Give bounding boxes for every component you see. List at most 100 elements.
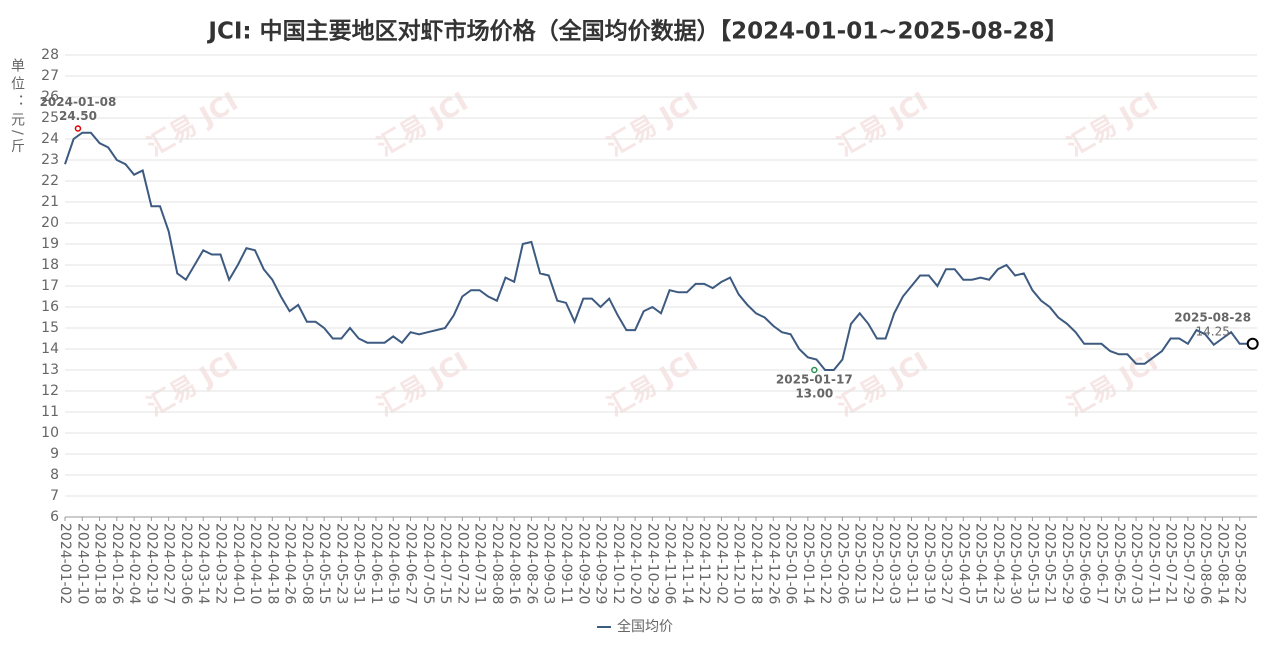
y-tick-label: 17 — [41, 278, 59, 294]
x-tick-label: 2024-08-26 — [523, 523, 539, 604]
line-series — [64, 131, 1257, 371]
y-tick-label: 7 — [50, 488, 59, 504]
legend-label: 全国均价 — [617, 618, 673, 635]
x-tick-label: 2025-08-22 — [1232, 523, 1248, 604]
x-tick-label: 2024-03-14 — [195, 523, 211, 604]
annotation-date: 2024-01-08 — [40, 95, 117, 109]
y-tick-label: 10 — [41, 425, 59, 441]
x-tick-label: 2025-05-29 — [1059, 523, 1075, 604]
watermark: 汇易 JCI — [602, 347, 703, 423]
x-tick-label: 2024-12-26 — [765, 523, 781, 604]
y-axis-label: 单位：元/斤 — [9, 58, 25, 157]
x-tick-label: 2024-09-11 — [558, 523, 574, 604]
y-tick-label: 11 — [41, 404, 59, 420]
annotation-date: 2025-08-28 — [1174, 310, 1251, 324]
x-tick-label: 2024-01-26 — [109, 523, 125, 604]
watermark: 汇易 JCI — [142, 347, 243, 423]
annotation-value: 24.50 — [59, 109, 97, 123]
x-tick-label: 2025-01-06 — [783, 523, 799, 604]
x-tick-label: 2025-07-29 — [1180, 523, 1196, 604]
x-tick-label: 2024-04-26 — [282, 523, 298, 604]
y-tick-label: 9 — [50, 446, 59, 462]
x-tick-label: 2024-08-16 — [506, 523, 522, 604]
x-tick-label: 2024-07-05 — [420, 523, 436, 604]
x-tick-label: 2024-02-27 — [161, 523, 177, 604]
x-tick-label: 2024-09-20 — [575, 523, 591, 604]
y-tick-label: 22 — [41, 173, 59, 189]
x-tick-label: 2025-03-11 — [903, 523, 919, 604]
x-tick-label: 2025-06-17 — [1094, 523, 1110, 604]
x-tick-label: 2024-03-22 — [212, 523, 228, 604]
x-tick-label: 2025-01-14 — [800, 523, 816, 604]
x-tick-label: 2024-09-29 — [593, 523, 609, 604]
x-tick-label: 2024-05-08 — [299, 523, 315, 604]
x-tick-label: 2024-01-10 — [74, 523, 90, 604]
watermark: 汇易 JCI — [832, 87, 933, 163]
x-tick-label: 2024-08-08 — [489, 523, 505, 604]
x-tick-label: 2024-11-06 — [662, 523, 678, 604]
annotation-value: 13.00 — [795, 387, 833, 401]
y-tick-label: 13 — [41, 362, 59, 378]
x-tick-label: 2025-07-03 — [1128, 523, 1144, 604]
x-tick-label: 2025-04-30 — [1007, 523, 1023, 604]
x-tick-label: 2024-12-10 — [731, 523, 747, 604]
x-tick-label: 2024-02-19 — [143, 523, 159, 604]
watermark: 汇易 JCI — [372, 87, 473, 163]
x-tick-label: 2024-04-10 — [247, 523, 263, 604]
x-tick-label: 2025-06-25 — [1111, 523, 1127, 604]
x-tick-label: 2024-12-18 — [748, 523, 764, 604]
x-tick-label: 2024-06-19 — [385, 523, 401, 604]
y-tick-label: 23 — [41, 152, 59, 168]
y-tick-label: 15 — [41, 320, 59, 336]
x-tick-label: 2025-01-22 — [817, 523, 833, 604]
x-tick-label: 2025-06-09 — [1076, 523, 1092, 604]
y-tick-label: 21 — [41, 194, 59, 210]
annotation-date: 2025-01-17 — [776, 373, 853, 387]
x-tick-label: 2025-08-14 — [1214, 523, 1230, 604]
annotation-value: 14.25 — [1196, 324, 1230, 338]
x-tick-label: 2024-07-31 — [472, 523, 488, 604]
x-tick-label: 2024-09-03 — [541, 523, 557, 604]
x-tick-label: 2024-04-18 — [264, 523, 280, 604]
chart-title: JCI: 中国主要地区对虾市场价格（全国均价数据）【2024-01-01~202… — [206, 18, 1067, 45]
x-tick-label: 2024-12-02 — [713, 523, 729, 604]
y-tick-label: 6 — [50, 509, 59, 525]
watermark: 汇易 JCI — [142, 87, 243, 163]
x-tick-label: 2024-01-02 — [57, 523, 73, 604]
x-tick-label: 2025-02-13 — [852, 523, 868, 604]
x-tick-label: 2025-07-21 — [1163, 523, 1179, 604]
x-tick-label: 2024-05-15 — [316, 523, 332, 604]
y-tick-label: 18 — [41, 257, 59, 273]
y-tick-label: 28 — [41, 47, 59, 63]
y-tick-label: 16 — [41, 299, 59, 315]
y-tick-label: 27 — [41, 68, 59, 84]
x-tick-label: 2024-01-18 — [92, 523, 108, 604]
x-tick-label: 2024-11-22 — [696, 523, 712, 604]
x-tick-label: 2025-03-03 — [886, 523, 902, 604]
x-tick-label: 2025-04-07 — [955, 523, 971, 604]
x-tick-label: 2024-03-06 — [178, 523, 194, 604]
x-tick-label: 2024-05-23 — [333, 523, 349, 604]
x-tick-label: 2024-11-14 — [679, 523, 695, 604]
y-tick-label: 24 — [41, 131, 59, 147]
x-tick-label: 2024-07-15 — [437, 523, 453, 604]
x-tick-label: 2024-05-31 — [351, 523, 367, 604]
y-tick-label: 25 — [41, 110, 59, 126]
y-tick-label: 26 — [41, 89, 59, 105]
x-tick-label: 2024-02-04 — [126, 523, 142, 604]
annotation-point — [811, 366, 818, 374]
y-tick-label: 20 — [41, 215, 59, 231]
watermark: 汇易 JCI — [1062, 87, 1163, 163]
x-tick-label: 2025-02-21 — [869, 523, 885, 604]
x-tick-label: 2025-05-21 — [1042, 523, 1058, 604]
x-tick-label: 2025-03-27 — [938, 523, 954, 604]
x-tick-label: 2024-10-20 — [627, 523, 643, 604]
x-tick-label: 2024-04-01 — [230, 523, 246, 604]
y-tick-label: 8 — [50, 467, 59, 483]
y-tick-label: 14 — [41, 341, 59, 357]
x-tick-label: 2025-05-13 — [1024, 523, 1040, 604]
annotation-point — [1246, 337, 1259, 350]
annotation-point — [74, 125, 82, 132]
